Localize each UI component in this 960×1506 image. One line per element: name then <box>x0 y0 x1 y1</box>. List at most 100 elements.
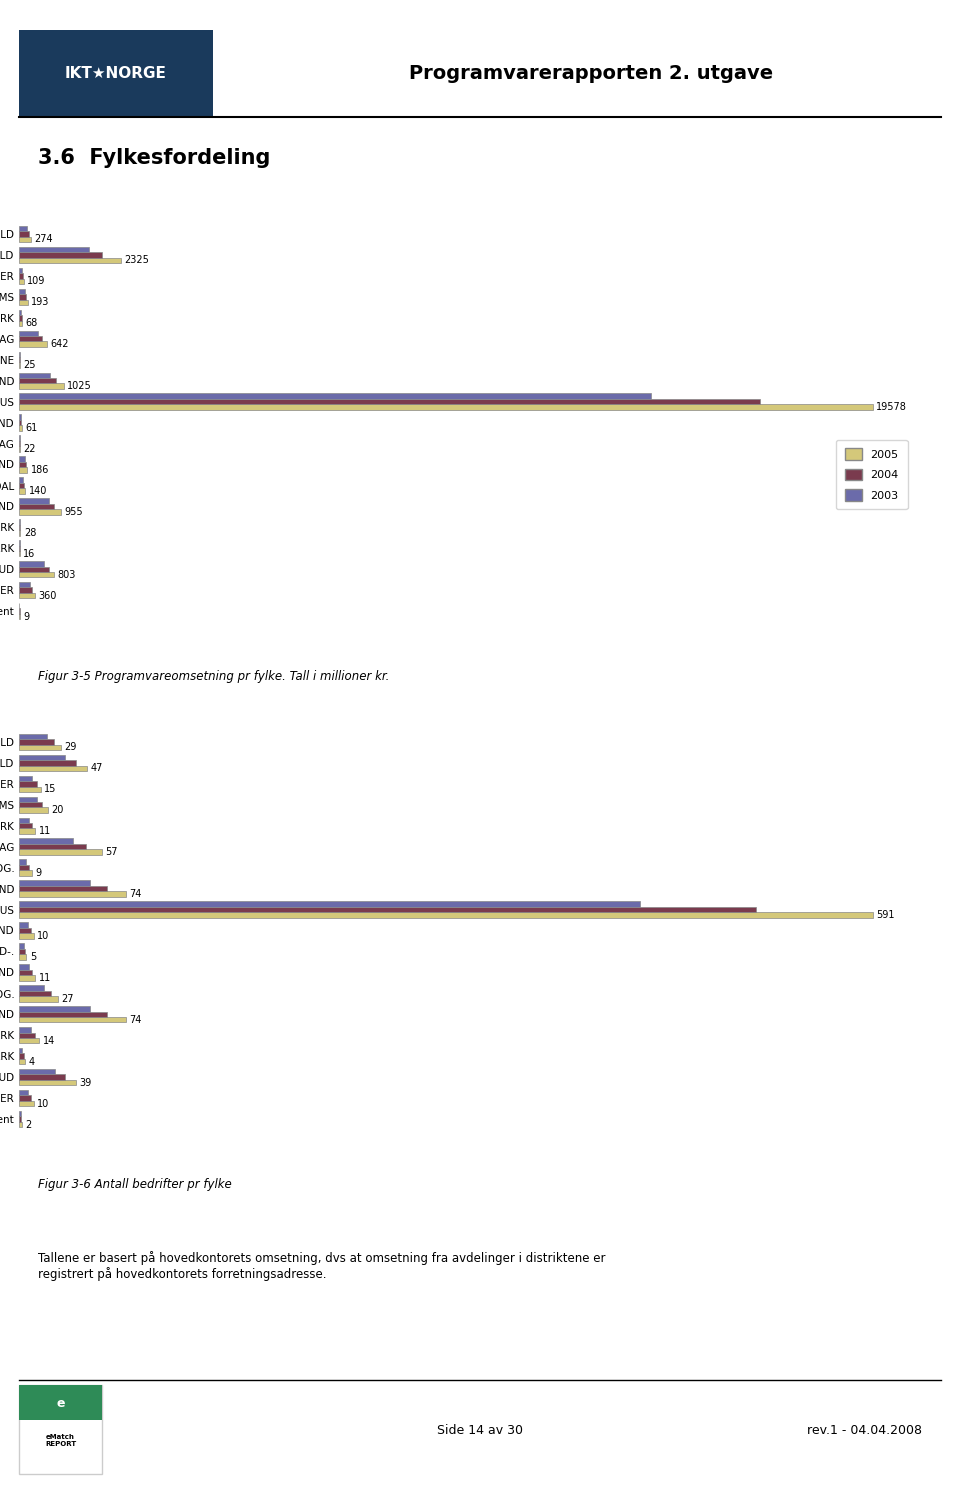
Bar <box>19 892 126 896</box>
Text: 3.6  Fylkesfordeling: 3.6 Fylkesfordeling <box>37 148 270 167</box>
Bar <box>19 907 756 913</box>
Text: 47: 47 <box>90 764 103 773</box>
Bar <box>19 247 89 252</box>
Bar <box>19 310 21 315</box>
Text: 28: 28 <box>24 527 36 538</box>
Bar <box>19 928 31 934</box>
Bar <box>19 886 108 892</box>
Bar <box>19 581 30 587</box>
Bar <box>19 1027 31 1033</box>
Bar <box>19 1048 22 1054</box>
Bar <box>19 970 33 974</box>
Bar <box>19 456 25 462</box>
Bar <box>19 315 21 321</box>
Bar <box>19 974 36 980</box>
Text: 74: 74 <box>130 1015 142 1024</box>
Text: 1025: 1025 <box>67 381 92 392</box>
Bar <box>19 782 36 786</box>
Bar <box>19 572 54 577</box>
Bar <box>19 425 22 431</box>
Bar <box>19 1090 28 1095</box>
Bar <box>19 384 64 389</box>
Text: 57: 57 <box>105 846 117 857</box>
Bar <box>19 761 76 765</box>
Bar <box>19 949 25 955</box>
Bar <box>19 509 60 515</box>
Text: eMatch
REPORT: eMatch REPORT <box>45 1434 76 1447</box>
Bar <box>19 864 30 870</box>
Bar <box>19 232 29 236</box>
Bar <box>19 258 121 264</box>
Bar <box>19 849 102 855</box>
Text: rev.1 - 04.04.2008: rev.1 - 04.04.2008 <box>807 1425 923 1437</box>
Bar <box>19 1069 56 1074</box>
Text: e: e <box>57 1396 65 1410</box>
Bar <box>19 1038 39 1044</box>
Text: Programvarerapporten 2. utgave: Programvarerapporten 2. utgave <box>409 63 773 83</box>
Text: 14: 14 <box>43 1036 55 1045</box>
Text: 955: 955 <box>64 508 83 517</box>
Text: 11: 11 <box>38 973 51 983</box>
Text: 11: 11 <box>38 827 51 836</box>
Bar <box>19 803 42 807</box>
Bar <box>19 393 651 399</box>
Text: 360: 360 <box>38 590 57 601</box>
Bar <box>19 818 30 822</box>
Bar <box>19 807 48 813</box>
Text: 140: 140 <box>29 486 47 495</box>
Bar <box>19 236 31 242</box>
Legend: 2005, 2004, 2003: 2005, 2004, 2003 <box>836 440 907 509</box>
Bar <box>19 566 49 572</box>
Bar <box>19 378 57 384</box>
Bar <box>19 755 65 761</box>
Text: 39: 39 <box>79 1078 91 1087</box>
Bar <box>19 991 51 995</box>
Text: 2325: 2325 <box>124 256 149 265</box>
Bar <box>19 1101 34 1107</box>
Bar <box>19 839 73 843</box>
Text: 10: 10 <box>37 1098 49 1108</box>
Text: 642: 642 <box>51 339 69 349</box>
Text: 4: 4 <box>29 1057 35 1066</box>
Text: 29: 29 <box>64 742 77 753</box>
Text: 9: 9 <box>36 867 41 878</box>
Text: 68: 68 <box>26 318 37 328</box>
Bar <box>19 1095 31 1101</box>
Text: 74: 74 <box>130 889 142 899</box>
Text: 109: 109 <box>28 277 46 286</box>
Text: 16: 16 <box>23 548 36 559</box>
Bar <box>19 913 873 917</box>
Bar <box>19 1012 108 1017</box>
Text: Figur 3-6 Antall bedrifter pr fylke: Figur 3-6 Antall bedrifter pr fylke <box>37 1178 231 1191</box>
Bar <box>19 964 30 970</box>
Bar <box>19 273 23 279</box>
Bar <box>19 414 21 420</box>
Bar <box>19 399 760 404</box>
Bar <box>19 420 21 425</box>
Bar <box>19 321 22 325</box>
Bar <box>19 1059 25 1065</box>
Bar <box>19 943 24 949</box>
Bar <box>19 860 27 864</box>
Bar <box>19 30 213 116</box>
Bar <box>19 843 85 849</box>
Text: 15: 15 <box>44 785 57 794</box>
Bar <box>19 1006 90 1012</box>
Bar <box>19 985 44 991</box>
Bar <box>19 1122 22 1126</box>
Bar <box>19 503 54 509</box>
Bar <box>19 934 34 938</box>
Bar <box>19 1054 24 1059</box>
Bar <box>19 1080 76 1086</box>
Bar <box>19 1074 65 1080</box>
Text: 20: 20 <box>52 806 64 815</box>
Bar <box>19 881 90 886</box>
Text: 10: 10 <box>37 931 49 941</box>
Bar <box>19 279 24 285</box>
Bar <box>19 995 59 1001</box>
Bar <box>19 530 20 536</box>
Bar <box>19 562 43 566</box>
Text: 274: 274 <box>35 235 53 244</box>
Bar <box>19 828 36 834</box>
Text: 27: 27 <box>61 994 74 1005</box>
